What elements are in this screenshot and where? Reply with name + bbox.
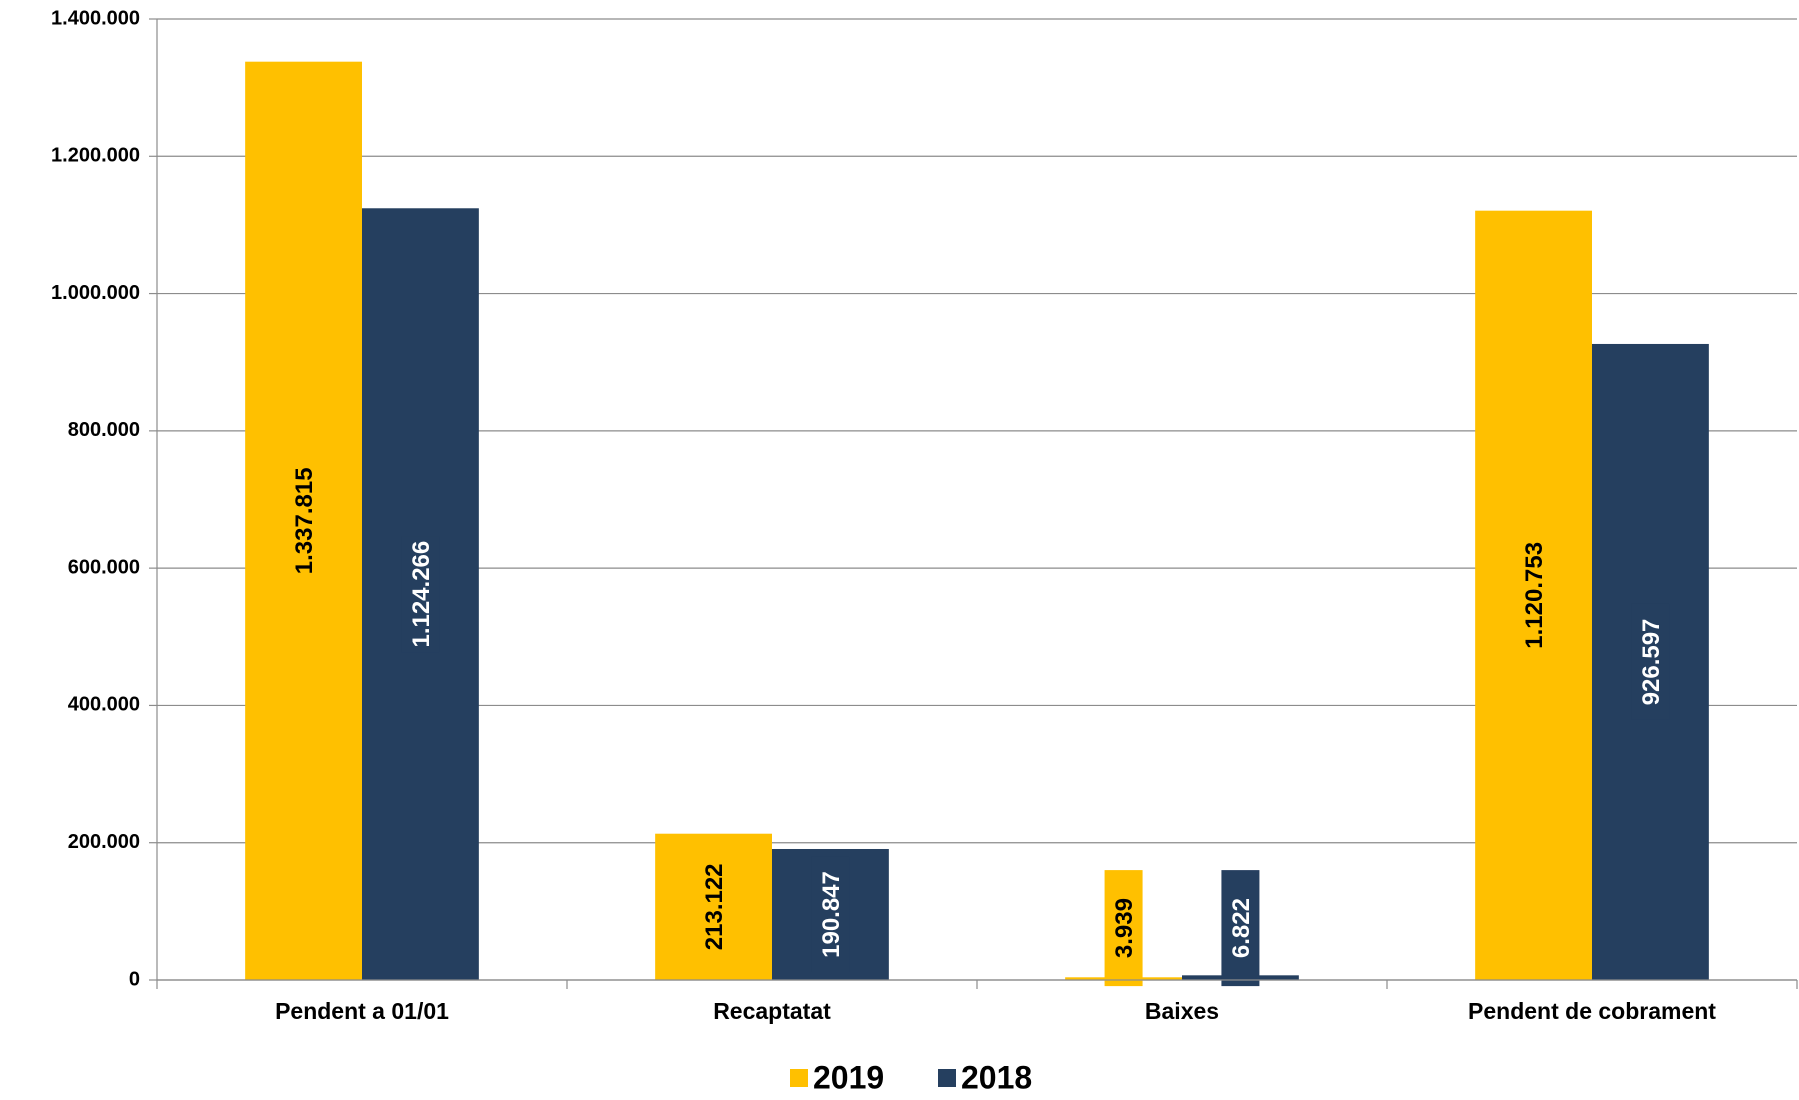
- x-tick-label: Pendent de cobrament: [1468, 998, 1716, 1024]
- legend-label: 2018: [961, 1059, 1032, 1095]
- y-tick-label: 1.200.000: [51, 145, 140, 167]
- y-tick-label: 400.000: [68, 694, 140, 716]
- data-label-text: 6.822: [1228, 898, 1255, 958]
- data-label-box: [811, 856, 850, 973]
- data-label-box: [1104, 870, 1143, 987]
- y-tick-label: 600.000: [68, 556, 140, 578]
- y-tick-label: 1.000.000: [51, 282, 140, 304]
- x-tick-label: Recaptatat: [713, 998, 831, 1024]
- data-label: 3.939: [1104, 870, 1143, 987]
- data-label: 213.122: [694, 848, 733, 965]
- data-label: 1.120.753: [1514, 537, 1553, 654]
- data-label-text: 3.939: [1111, 898, 1138, 958]
- legend-label: 2019: [813, 1059, 884, 1095]
- x-tick-label: Baixes: [1145, 998, 1219, 1024]
- data-label-text: 190.847: [818, 871, 845, 958]
- data-label: 190.847: [811, 856, 850, 973]
- y-tick-label: 1.400.000: [51, 7, 140, 29]
- y-tick-label: 800.000: [68, 419, 140, 441]
- data-label-box: [1221, 870, 1260, 987]
- data-label: 1.337.815: [284, 462, 323, 579]
- y-tick-label: 0: [129, 968, 140, 990]
- legend-swatch: [938, 1069, 956, 1087]
- data-label-box: [401, 536, 440, 653]
- data-label-text: 1.120.753: [1521, 542, 1548, 649]
- data-label-box: [1514, 537, 1553, 654]
- x-tick-label: Pendent a 01/01: [275, 998, 449, 1024]
- data-label-box: [1631, 603, 1670, 720]
- data-label-text: 1.124.266: [408, 541, 435, 648]
- data-label-box: [284, 462, 323, 579]
- data-label: 1.124.266: [401, 536, 440, 653]
- data-label-text: 213.122: [701, 863, 728, 950]
- data-label: 6.822: [1221, 870, 1260, 987]
- data-label-text: 1.337.815: [291, 467, 318, 574]
- data-label: 926.597: [1631, 603, 1670, 720]
- y-tick-label: 200.000: [68, 831, 140, 853]
- legend-swatch: [790, 1069, 808, 1087]
- data-label-box: [694, 848, 733, 965]
- data-label-text: 926.597: [1638, 619, 1665, 706]
